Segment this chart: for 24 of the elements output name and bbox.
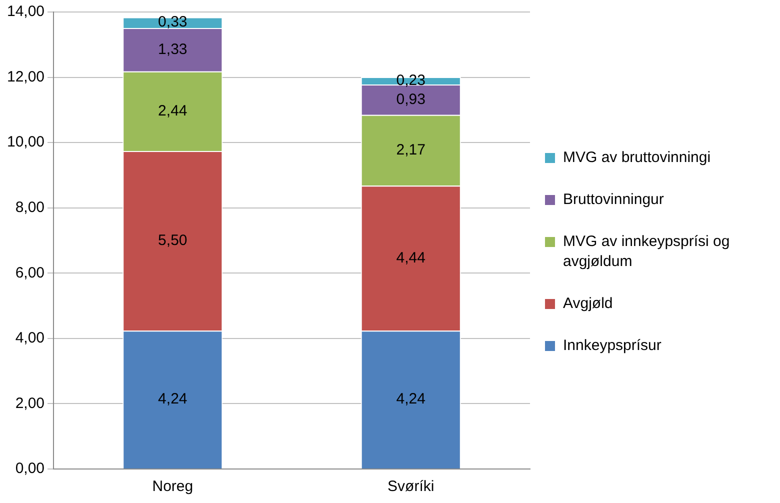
legend-label: Bruttovinningur: [563, 190, 664, 210]
y-tick-label: 0,00: [15, 460, 45, 478]
y-tick-label: 10,00: [6, 134, 45, 151]
legend-label: Innkeypsprísur: [563, 336, 662, 356]
y-tick-label: 4,00: [15, 330, 45, 347]
data-label: 5,50: [158, 232, 188, 249]
data-label: 4,24: [396, 390, 426, 408]
x-tick-label: Noreg: [152, 478, 194, 496]
data-label: 0,33: [158, 14, 188, 31]
data-label: 1,33: [158, 40, 188, 58]
legend-label: MVG av innkeypsprísi og avgjøldum: [563, 232, 731, 272]
legend-label: Avgjøld: [563, 294, 613, 314]
data-label: 2,44: [158, 102, 188, 120]
data-label: 2,17: [396, 141, 426, 158]
y-tick-label: 2,00: [15, 394, 45, 412]
y-tick-label: 6,00: [15, 264, 45, 282]
y-tick-label: 8,00: [15, 199, 45, 216]
data-label: 4,44: [396, 249, 426, 266]
x-tick-label: Svøríki: [388, 478, 434, 496]
y-tick-label: 12,00: [6, 68, 45, 86]
legend-label: MVG av bruttovinningi: [563, 148, 711, 168]
data-label: 0,93: [396, 90, 426, 108]
data-label: 4,24: [158, 390, 188, 408]
y-tick-label: 14,00: [6, 3, 45, 20]
